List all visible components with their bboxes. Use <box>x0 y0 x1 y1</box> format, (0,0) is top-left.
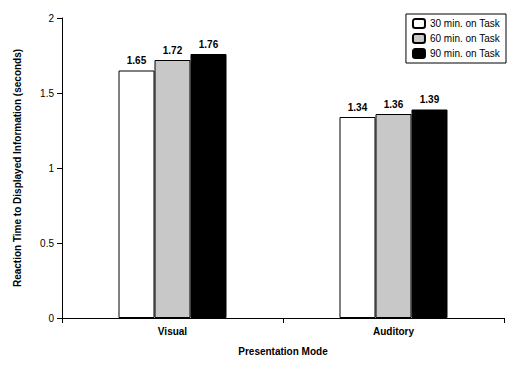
svg-text:Presentation Mode: Presentation Mode <box>238 346 328 357</box>
svg-text:60 min. on Task: 60 min. on Task <box>430 33 501 44</box>
svg-text:1.36: 1.36 <box>384 99 404 110</box>
svg-text:Reaction Time to Displayed Inf: Reaction Time to Displayed Information (… <box>12 49 23 287</box>
svg-text:1.5: 1.5 <box>40 88 54 99</box>
svg-text:1.65: 1.65 <box>127 55 147 66</box>
svg-text:1: 1 <box>48 163 54 174</box>
svg-text:30 min. on Task: 30 min. on Task <box>430 18 501 29</box>
svg-text:90 min. on Task: 90 min. on Task <box>430 48 501 59</box>
svg-text:1.72: 1.72 <box>163 45 183 56</box>
svg-text:0.5: 0.5 <box>40 238 54 249</box>
svg-text:Visual: Visual <box>158 326 187 337</box>
svg-text:2: 2 <box>48 13 54 24</box>
svg-text:1.39: 1.39 <box>420 94 440 105</box>
svg-text:1.34: 1.34 <box>348 102 368 113</box>
svg-text:Auditory: Auditory <box>373 326 415 337</box>
svg-text:1.76: 1.76 <box>199 39 219 50</box>
svg-text:0: 0 <box>48 313 54 324</box>
